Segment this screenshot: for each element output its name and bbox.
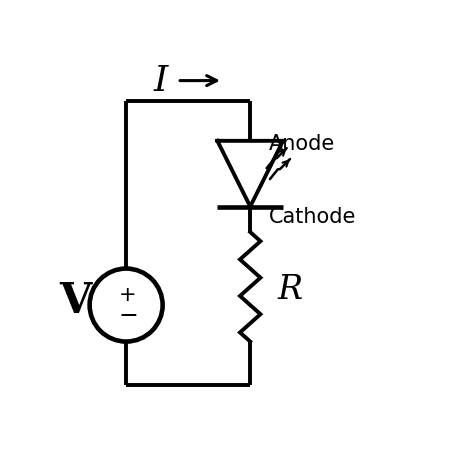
Text: −: − (118, 304, 138, 328)
Text: +: + (119, 285, 137, 305)
Text: Cathode: Cathode (268, 208, 356, 228)
Text: V: V (59, 281, 91, 322)
Text: I: I (154, 64, 168, 98)
Text: R: R (278, 274, 303, 307)
Text: Anode: Anode (268, 135, 335, 155)
